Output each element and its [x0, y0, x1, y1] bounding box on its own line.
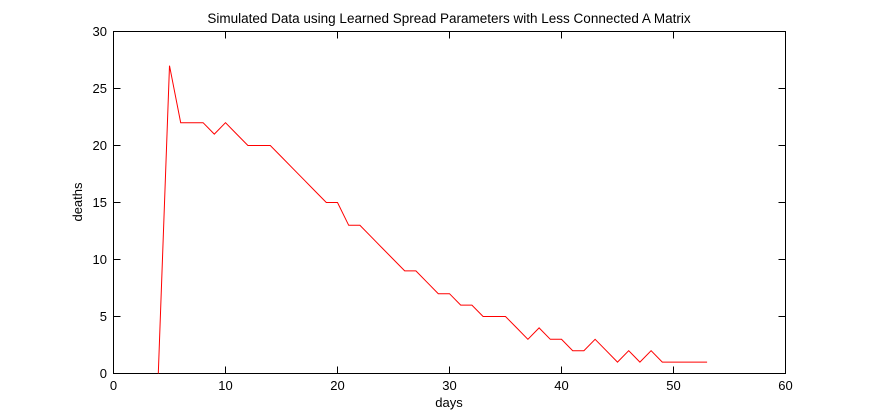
data-series-line [157, 65, 708, 374]
y-axis-label: deaths [70, 182, 85, 222]
x-tick-label: 30 [442, 378, 456, 393]
x-tick-label: 20 [330, 378, 344, 393]
y-tick-label: 0 [100, 366, 107, 381]
x-tick-label: 0 [110, 378, 117, 393]
chart-title: Simulated Data using Learned Spread Para… [207, 11, 691, 26]
x-tick-label: 40 [554, 378, 568, 393]
y-tick-label: 25 [93, 81, 107, 96]
y-tick-label: 30 [93, 24, 107, 39]
axes-box [113, 31, 786, 374]
y-tick-label: 15 [93, 195, 107, 210]
y-tick-label: 20 [93, 138, 107, 153]
y-tick-label: 5 [100, 309, 107, 324]
y-tick-label: 10 [93, 252, 107, 267]
x-tick-label: 60 [778, 378, 792, 393]
x-axis-label: days [435, 395, 463, 410]
x-tick-label: 10 [218, 378, 232, 393]
x-tick-label: 50 [666, 378, 680, 393]
plot-area: 0 10 20 30 40 50 60 0 5 10 15 20 25 30 [93, 24, 793, 393]
